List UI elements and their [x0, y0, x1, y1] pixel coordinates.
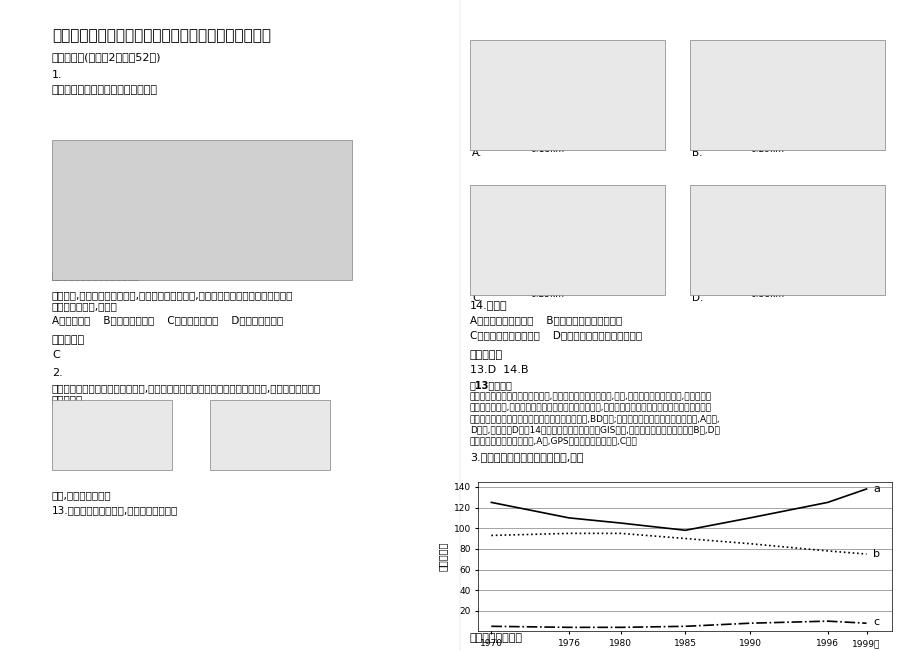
- Text: 【13题详解】: 【13题详解】: [470, 380, 512, 390]
- Text: 13.如果将两个图层叠加,所得地图为图中的: 13.如果将两个图层叠加,所得地图为图中的: [52, 505, 178, 515]
- Text: 0.18km: 0.18km: [529, 145, 563, 154]
- Text: 一、选择题(每小题2分，共52分): 一、选择题(每小题2分，共52分): [52, 52, 162, 62]
- Text: ：遥感的关键装置是传感器,A错,GPS主要功能是空间定位,C错。: ：遥感的关键装置是传感器,A错,GPS主要功能是空间定位,C错。: [470, 436, 637, 445]
- Text: 读图,完成下面小题。: 读图,完成下面小题。: [52, 490, 111, 500]
- Text: 0.20km: 0.20km: [254, 460, 286, 469]
- Text: 照片中设施为嫦娥１号卫星探测器: 照片中设施为嫦娥１号卫星探测器: [52, 270, 140, 280]
- Text: 下列说法正确的是: 下列说法正确的是: [470, 633, 522, 643]
- Text: 月球: 月球: [234, 255, 247, 265]
- Text: 参考答案：: 参考答案：: [470, 350, 503, 360]
- Text: C: C: [52, 350, 60, 360]
- Text: 1.: 1.: [52, 70, 62, 80]
- Text: 比例尺需要统一,如果右图的比例尺扩大到与左图相同时,图示中各点之间的图上距离会增大到原来表图: 比例尺需要统一,如果右图的比例尺扩大到与左图相同时,图示中各点之间的图上距离会增…: [470, 403, 711, 412]
- Text: 专家认为,地球也应像月球一样,曾遭受许多陨石撞击,而目前陆地表面却很少明显的陨石
坑。探究其原因,主要是: 专家认为,地球也应像月球一样,曾遭受许多陨石撞击,而目前陆地表面却很少明显的陨石…: [52, 290, 293, 312]
- Text: A．月球阻挡    B．地质作用改造    C．地表布满岩石    D．地表水体覆盖: A．月球阻挡 B．地质作用改造 C．地表布满岩石 D．地表水体覆盖: [52, 315, 283, 325]
- Text: A．关键装置是传感器    B．数据库由若干图层组成: A．关键装置是传感器 B．数据库由若干图层组成: [470, 315, 621, 325]
- Text: 河北省邢台市岗西中学高三地理上学期期末试卷含解析: 河北省邢台市岗西中学高三地理上学期期末试卷含解析: [52, 28, 271, 43]
- Text: 3.读鲁尔区各产业人数的变化图,回答: 3.读鲁尔区各产业人数的变化图,回答: [470, 452, 583, 462]
- Text: 某地理课外活动小组制作专题地图,运用地理信息技术打开河流、城镇两个图层,图层中十字星的经
纬度相同。: 某地理课外活动小组制作专题地图,运用地理信息技术打开河流、城镇两个图层,图层中十…: [52, 383, 321, 405]
- Text: a: a: [872, 484, 879, 494]
- Text: 14.该技术: 14.该技术: [470, 300, 507, 310]
- Text: D.: D.: [691, 293, 703, 303]
- Text: 读从宇宙空间拍摄的地球和月球照片: 读从宇宙空间拍摄的地球和月球照片: [52, 85, 158, 95]
- Text: 参考答案：: 参考答案：: [52, 335, 85, 345]
- Text: 的比例尺是左图比例尺的二分之一,因此代表的实际范围较大,所以,当两幅地图进行叠加时,两幅地图的: 的比例尺是左图比例尺的二分之一,因此代表的实际范围较大,所以,当两幅地图进行叠加…: [470, 392, 711, 401]
- Text: 13.D  14.B: 13.D 14.B: [470, 365, 528, 375]
- Text: 2.: 2.: [52, 368, 62, 378]
- Text: C．主要功能是空间定位    D．数据模型用点、线、面表达: C．主要功能是空间定位 D．数据模型用点、线、面表达: [470, 330, 641, 340]
- Text: C.: C.: [471, 293, 482, 303]
- Text: c: c: [872, 617, 879, 627]
- Text: 上距离的二倍。结合图示以及图中河流的形状可知,BD错误;根据图示地理事物的图上距离可知,A错误,: 上距离的二倍。结合图示以及图中河流的形状可知,BD错误;根据图示地理事物的图上距…: [470, 414, 720, 423]
- Text: 0.10km: 0.10km: [85, 460, 116, 469]
- Text: B.: B.: [691, 148, 702, 158]
- Text: b: b: [872, 549, 879, 559]
- Text: D正确,故答案选D。【14题详解】该技术利用的是GIS技术,其数据库由若干图层组成。B对,D错: D正确,故答案选D。【14题详解】该技术利用的是GIS技术,其数据库由若干图层组…: [470, 425, 719, 434]
- Y-axis label: 人数（万）: 人数（万）: [437, 542, 448, 572]
- Text: 地球: 地球: [100, 255, 112, 265]
- Text: 0.25km: 0.25km: [529, 290, 563, 299]
- Text: A.: A.: [471, 148, 482, 158]
- Text: 0.29km: 0.29km: [749, 145, 783, 154]
- Text: 0.38km: 0.38km: [749, 290, 783, 299]
